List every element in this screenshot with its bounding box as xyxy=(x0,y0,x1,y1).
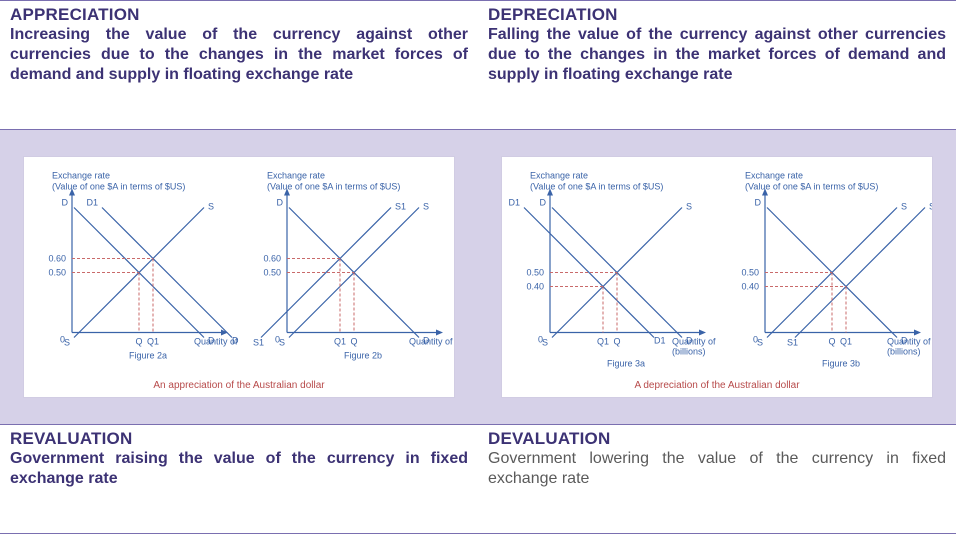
chart-svg-3b: Exchange rate(Value of one $A in terms o… xyxy=(717,157,932,378)
svg-text:D: D xyxy=(755,198,762,208)
svg-text:Q1: Q1 xyxy=(334,337,346,347)
svg-text:Q: Q xyxy=(613,337,620,347)
svg-text:Exchange rate: Exchange rate xyxy=(267,171,325,181)
svg-text:0.50: 0.50 xyxy=(741,268,759,278)
revaluation-body: Government raising the value of the curr… xyxy=(10,449,468,489)
appreciation-cell: APPRECIATION Increasing the value of the… xyxy=(0,0,478,130)
svg-text:Figure 3a: Figure 3a xyxy=(607,359,645,369)
appreciation-caption: An appreciation of the Australian dollar xyxy=(24,378,454,397)
svg-text:Q: Q xyxy=(828,337,835,347)
svg-text:Q: Q xyxy=(135,337,142,347)
chart-svg-2b: Exchange rate(Value of one $A in terms o… xyxy=(239,157,454,378)
svg-text:0.50: 0.50 xyxy=(263,268,281,278)
revaluation-heading: REVALUATION xyxy=(10,429,468,449)
svg-text:0.50: 0.50 xyxy=(48,268,66,278)
svg-text:0.60: 0.60 xyxy=(48,254,66,264)
appreciation-body: Increasing the value of the currency aga… xyxy=(10,25,468,85)
svg-text:S1: S1 xyxy=(395,202,406,212)
chart-fig2a: Exchange rate(Value of one $A in terms o… xyxy=(24,157,239,378)
svg-text:S: S xyxy=(208,202,214,212)
svg-text:Q1: Q1 xyxy=(147,337,159,347)
svg-text:D: D xyxy=(540,198,547,208)
svg-text:S1: S1 xyxy=(787,338,798,348)
svg-text:Figure 2b: Figure 2b xyxy=(344,351,382,361)
svg-text:Q: Q xyxy=(350,337,357,347)
devaluation-cell: DEVALUATION Government lowering the valu… xyxy=(478,424,956,534)
svg-text:Q1: Q1 xyxy=(840,337,852,347)
svg-text:Exchange rate: Exchange rate xyxy=(52,171,110,181)
svg-text:Exchange rate: Exchange rate xyxy=(745,171,803,181)
svg-text:0.60: 0.60 xyxy=(263,254,281,264)
depreciation-caption: A depreciation of the Australian dollar xyxy=(502,378,932,397)
depreciation-diagram-card: Exchange rate(Value of one $A in terms o… xyxy=(502,157,932,397)
appreciation-heading: APPRECIATION xyxy=(10,5,468,25)
svg-text:D: D xyxy=(277,198,284,208)
svg-text:D1: D1 xyxy=(654,336,666,346)
svg-text:0.40: 0.40 xyxy=(741,282,759,292)
revaluation-cell: REVALUATION Government raising the value… xyxy=(0,424,478,534)
appreciation-diagram-card: Exchange rate(Value of one $A in terms o… xyxy=(24,157,454,397)
svg-text:(billions): (billions) xyxy=(672,347,706,357)
depreciation-cell: DEPRECIATION Falling the value of the cu… xyxy=(478,0,956,130)
chart-fig2b: Exchange rate(Value of one $A in terms o… xyxy=(239,157,454,378)
svg-text:Quantity of $A: Quantity of $A xyxy=(887,337,932,347)
depreciation-heading: DEPRECIATION xyxy=(488,5,946,25)
chart-svg-3a: Exchange rate(Value of one $A in terms o… xyxy=(502,157,717,378)
svg-text:S: S xyxy=(64,338,70,348)
chart-svg-2a: Exchange rate(Value of one $A in terms o… xyxy=(24,157,239,378)
svg-text:Q1: Q1 xyxy=(597,337,609,347)
svg-text:S: S xyxy=(542,338,548,348)
svg-text:S: S xyxy=(279,338,285,348)
svg-text:D1: D1 xyxy=(86,198,98,208)
svg-text:0.50: 0.50 xyxy=(526,268,544,278)
svg-text:Quantity of $A: Quantity of $A xyxy=(409,337,454,347)
svg-text:S: S xyxy=(901,202,907,212)
chart-fig3b: Exchange rate(Value of one $A in terms o… xyxy=(717,157,932,378)
appreciation-diagram-cell: Exchange rate(Value of one $A in terms o… xyxy=(0,130,478,424)
svg-text:D1: D1 xyxy=(508,198,520,208)
chart-fig3a: Exchange rate(Value of one $A in terms o… xyxy=(502,157,717,378)
depreciation-diagram-cell: Exchange rate(Value of one $A in terms o… xyxy=(478,130,956,424)
devaluation-body: Government lowering the value of the cur… xyxy=(488,449,946,489)
devaluation-heading: DEVALUATION xyxy=(488,429,946,449)
svg-text:S1: S1 xyxy=(929,202,932,212)
svg-text:(billions): (billions) xyxy=(887,347,921,357)
svg-text:S1: S1 xyxy=(253,338,264,348)
svg-text:S: S xyxy=(757,338,763,348)
svg-text:0.40: 0.40 xyxy=(526,282,544,292)
svg-text:Exchange rate: Exchange rate xyxy=(530,171,588,181)
svg-text:D: D xyxy=(62,198,69,208)
svg-text:Figure 3b: Figure 3b xyxy=(822,359,860,369)
svg-text:Quantity of $A: Quantity of $A xyxy=(672,337,717,347)
svg-text:S: S xyxy=(423,202,429,212)
svg-text:Quantity of $A: Quantity of $A xyxy=(194,337,239,347)
depreciation-body: Falling the value of the currency agains… xyxy=(488,25,946,85)
svg-text:Figure 2a: Figure 2a xyxy=(129,351,167,361)
svg-text:S: S xyxy=(686,202,692,212)
exchange-rate-grid: APPRECIATION Increasing the value of the… xyxy=(0,0,956,534)
